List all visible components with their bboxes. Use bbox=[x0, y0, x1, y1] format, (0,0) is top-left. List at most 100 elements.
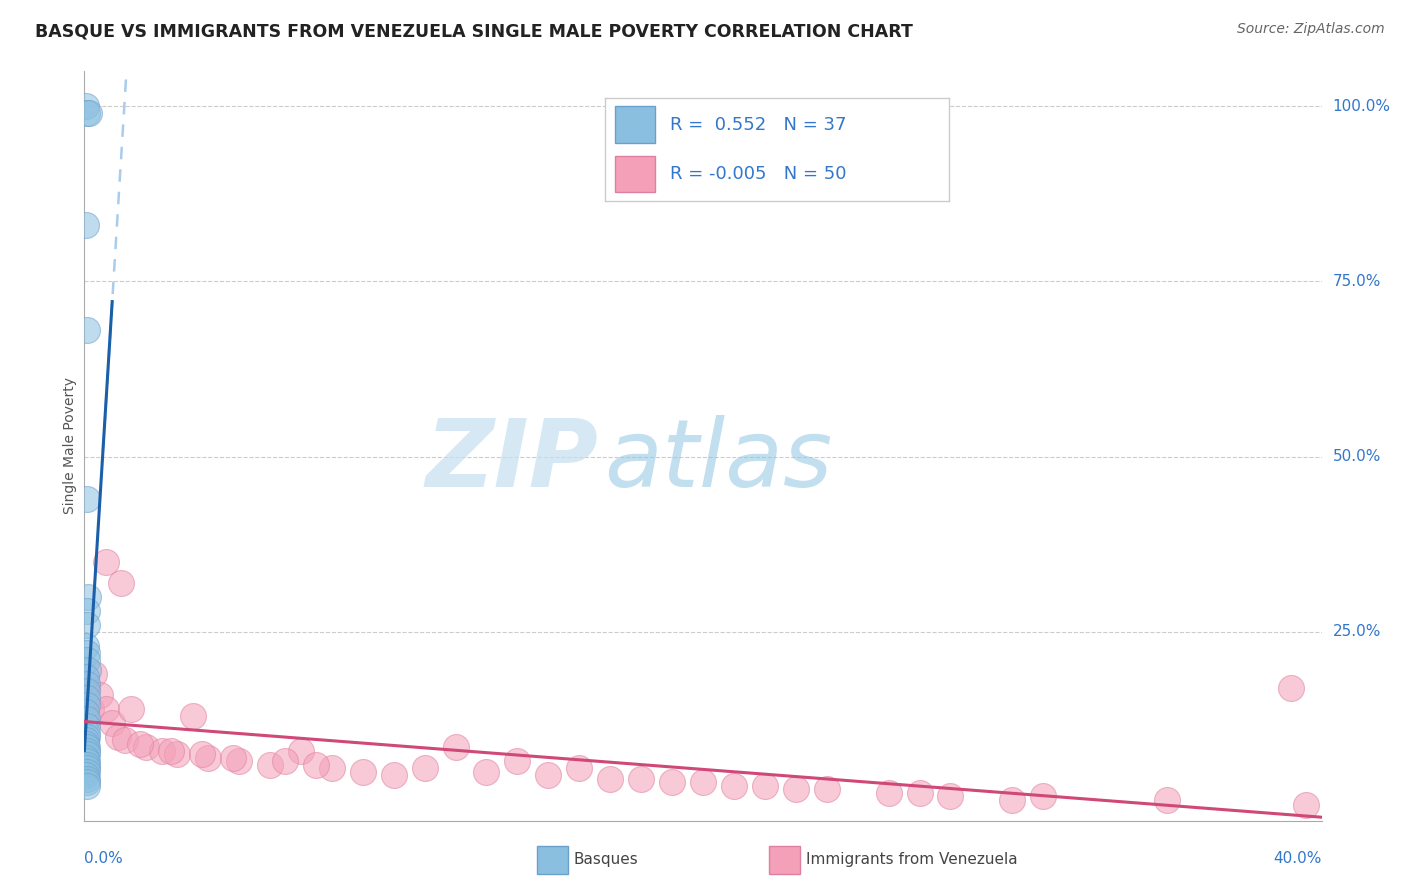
Point bbox=[444, 740, 467, 755]
Point bbox=[76, 617, 98, 632]
Point bbox=[181, 708, 204, 723]
Point bbox=[305, 757, 328, 772]
Point bbox=[259, 757, 281, 772]
Point bbox=[599, 772, 621, 786]
Point bbox=[197, 750, 219, 764]
Point bbox=[94, 701, 117, 715]
Point bbox=[692, 775, 714, 789]
Point bbox=[75, 99, 97, 113]
Point bbox=[75, 750, 97, 764]
Point bbox=[228, 754, 250, 768]
Text: 50.0%: 50.0% bbox=[1333, 449, 1381, 464]
Text: R = -0.005   N = 50: R = -0.005 N = 50 bbox=[671, 165, 846, 183]
Point bbox=[160, 743, 183, 757]
Point bbox=[290, 743, 312, 757]
Text: 75.0%: 75.0% bbox=[1333, 274, 1381, 289]
Point bbox=[76, 691, 98, 706]
Text: ZIP: ZIP bbox=[425, 415, 598, 507]
Point bbox=[76, 754, 98, 768]
Point bbox=[785, 782, 807, 797]
Point bbox=[754, 779, 776, 793]
Text: 0.0%: 0.0% bbox=[84, 851, 124, 866]
Point bbox=[908, 786, 931, 800]
Text: 40.0%: 40.0% bbox=[1274, 851, 1322, 866]
Point bbox=[76, 652, 98, 666]
Point bbox=[76, 730, 98, 744]
Point bbox=[107, 730, 129, 744]
Point bbox=[75, 733, 97, 747]
Point bbox=[89, 688, 111, 702]
Point bbox=[382, 768, 405, 782]
Point bbox=[76, 719, 98, 733]
Point bbox=[94, 555, 117, 569]
Point bbox=[76, 779, 98, 793]
Point bbox=[76, 747, 98, 761]
Text: Source: ZipAtlas.com: Source: ZipAtlas.com bbox=[1237, 22, 1385, 37]
Point bbox=[76, 772, 98, 786]
Point bbox=[77, 590, 100, 604]
Point bbox=[723, 779, 745, 793]
Point bbox=[76, 681, 98, 695]
Point bbox=[76, 740, 98, 755]
Point bbox=[76, 677, 98, 691]
Point bbox=[75, 705, 97, 719]
Point bbox=[101, 715, 124, 730]
Point bbox=[76, 743, 98, 757]
Point bbox=[506, 754, 529, 768]
Point bbox=[76, 603, 98, 617]
Point bbox=[475, 764, 498, 779]
Point bbox=[222, 750, 245, 764]
Point bbox=[1156, 792, 1178, 806]
Point bbox=[166, 747, 188, 761]
Point bbox=[75, 768, 97, 782]
Point bbox=[150, 743, 173, 757]
Text: Basques: Basques bbox=[574, 853, 638, 867]
Point bbox=[76, 684, 98, 698]
Point bbox=[76, 764, 98, 779]
Point bbox=[76, 646, 98, 660]
Point bbox=[1295, 797, 1317, 812]
Point bbox=[76, 726, 98, 740]
Point bbox=[129, 737, 152, 751]
Point bbox=[537, 768, 560, 782]
Text: Immigrants from Venezuela: Immigrants from Venezuela bbox=[806, 853, 1018, 867]
Point bbox=[77, 106, 100, 120]
Point bbox=[76, 761, 98, 775]
Point bbox=[413, 761, 436, 775]
Point bbox=[76, 698, 98, 712]
Point bbox=[75, 670, 97, 684]
Point bbox=[76, 491, 98, 506]
Point bbox=[76, 663, 98, 677]
Text: R =  0.552   N = 37: R = 0.552 N = 37 bbox=[671, 116, 846, 134]
FancyBboxPatch shape bbox=[614, 155, 655, 193]
Point bbox=[110, 575, 132, 590]
Point bbox=[75, 737, 97, 751]
Text: BASQUE VS IMMIGRANTS FROM VENEZUELA SINGLE MALE POVERTY CORRELATION CHART: BASQUE VS IMMIGRANTS FROM VENEZUELA SING… bbox=[35, 22, 912, 40]
Point bbox=[76, 757, 98, 772]
Point bbox=[815, 782, 838, 797]
Point bbox=[191, 747, 214, 761]
FancyBboxPatch shape bbox=[614, 106, 655, 144]
Point bbox=[1279, 681, 1302, 695]
Text: 100.0%: 100.0% bbox=[1333, 99, 1391, 114]
Point bbox=[75, 639, 97, 653]
Point bbox=[321, 761, 343, 775]
Point bbox=[114, 733, 136, 747]
Point bbox=[568, 761, 591, 775]
Text: atlas: atlas bbox=[605, 416, 832, 507]
Point bbox=[630, 772, 652, 786]
Point bbox=[120, 701, 142, 715]
Point bbox=[79, 701, 101, 715]
Point bbox=[135, 740, 157, 755]
Point bbox=[76, 775, 98, 789]
Point bbox=[939, 789, 962, 804]
Y-axis label: Single Male Poverty: Single Male Poverty bbox=[63, 377, 77, 515]
Point bbox=[83, 666, 105, 681]
Point bbox=[661, 775, 683, 789]
Point bbox=[75, 219, 97, 233]
Text: 25.0%: 25.0% bbox=[1333, 624, 1381, 639]
Point bbox=[877, 786, 900, 800]
Point bbox=[76, 106, 98, 120]
Point bbox=[352, 764, 374, 779]
Point bbox=[76, 323, 98, 337]
